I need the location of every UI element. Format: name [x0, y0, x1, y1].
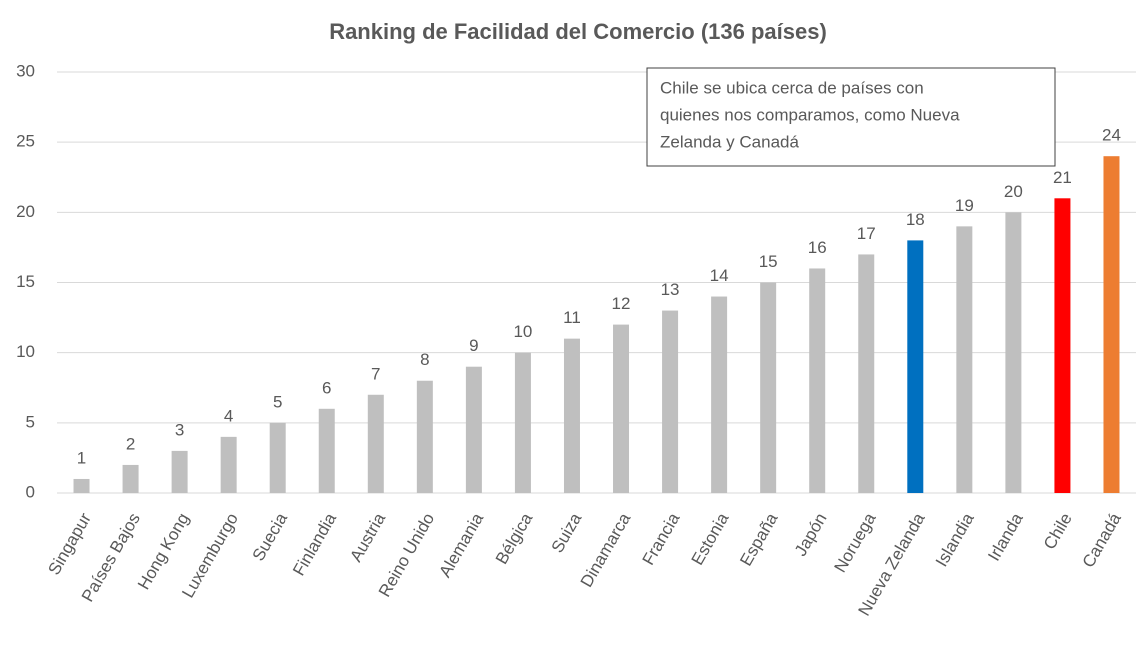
- x-tick-label: Singapur: [44, 509, 95, 578]
- bar: [1054, 198, 1071, 494]
- data-label: 17: [857, 224, 876, 243]
- x-tick-label: Chile: [1040, 510, 1076, 553]
- y-tick-label: 15: [16, 272, 35, 291]
- x-tick-label: Estonia: [688, 509, 733, 568]
- y-tick-label: 5: [26, 412, 35, 431]
- bar: [662, 310, 679, 493]
- x-tick-label: Dinamarca: [577, 509, 635, 590]
- data-label: 14: [710, 266, 729, 285]
- data-label: 24: [1102, 126, 1121, 145]
- data-label: 20: [1004, 182, 1023, 201]
- data-label: 16: [808, 238, 827, 257]
- x-tick-label: Alemania: [435, 509, 487, 580]
- bar: [416, 380, 433, 493]
- y-tick-label: 25: [16, 132, 35, 151]
- bar: [1005, 212, 1022, 494]
- chart-title: Ranking de Facilidad del Comercio (136 p…: [329, 19, 827, 44]
- bar: [73, 478, 90, 493]
- data-label: 11: [563, 308, 581, 327]
- y-tick-label: 30: [16, 61, 35, 80]
- x-tick-label: Irlanda: [984, 509, 1027, 564]
- x-tick-label: Islandia: [932, 509, 978, 570]
- y-tick-label: 0: [26, 482, 35, 501]
- data-label: 13: [661, 280, 680, 299]
- bar: [465, 366, 482, 493]
- x-tick-label: Bélgica: [492, 509, 537, 567]
- x-tick-label: España: [736, 509, 782, 569]
- bar: [711, 296, 728, 493]
- data-label: 18: [906, 210, 925, 229]
- data-label: 5: [273, 392, 282, 411]
- data-label: 19: [955, 196, 974, 215]
- bar: [1103, 156, 1120, 493]
- x-tick-label: Canadá: [1079, 509, 1126, 571]
- bar: [809, 268, 826, 493]
- data-label: 1: [77, 448, 86, 467]
- annotation-box: [646, 67, 1056, 167]
- x-tick-label: Francia: [639, 509, 684, 568]
- y-tick-label: 10: [16, 342, 35, 361]
- bar: [514, 352, 531, 493]
- bar: [220, 436, 237, 493]
- data-label: 3: [175, 420, 184, 439]
- x-tick-label: Japón: [791, 510, 831, 560]
- x-tick-label: Suiza: [548, 509, 586, 556]
- data-label: 21: [1053, 168, 1072, 187]
- bar: [122, 464, 139, 493]
- data-label: 10: [513, 322, 532, 341]
- bar: [858, 254, 875, 493]
- bar: [269, 422, 286, 493]
- bar: [956, 226, 973, 493]
- data-label: 15: [759, 252, 778, 271]
- annotation-text: Chile se ubica cerca de países con: [660, 78, 924, 97]
- bar: [367, 394, 384, 493]
- annotation-text: Zelanda y Canadá: [660, 132, 799, 151]
- bar: [613, 324, 630, 493]
- data-label: 9: [469, 336, 478, 355]
- bar: [318, 408, 335, 493]
- x-tick-label: Noruega: [831, 509, 880, 575]
- bar: [760, 282, 777, 493]
- x-tick-label: Austria: [346, 509, 389, 565]
- y-tick-label: 20: [16, 202, 35, 221]
- bar: [563, 338, 580, 493]
- data-label: 12: [612, 294, 631, 313]
- bar: [171, 450, 188, 493]
- x-tick-label: Suecia: [249, 509, 292, 564]
- data-label: 8: [420, 350, 429, 369]
- data-label: 4: [224, 406, 233, 425]
- annotation-text: quienes nos comparamos, como Nueva: [660, 105, 960, 124]
- data-label: 7: [371, 364, 380, 383]
- x-tick-label: Finlandia: [289, 509, 340, 579]
- data-label: 2: [126, 434, 135, 453]
- data-label: 6: [322, 378, 331, 397]
- bar: [907, 240, 924, 493]
